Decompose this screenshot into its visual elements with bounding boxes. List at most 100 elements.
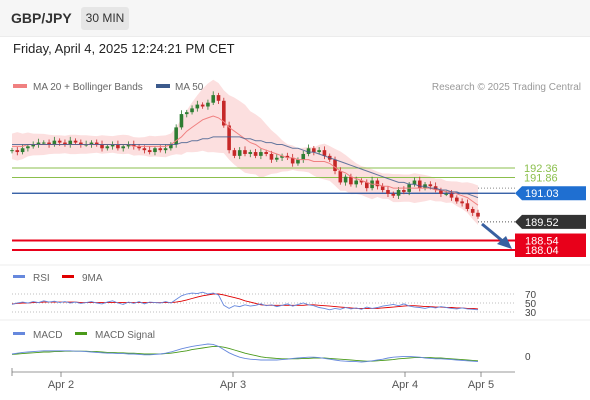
candle-body	[359, 180, 364, 183]
candle-body	[163, 148, 168, 151]
candle-body	[455, 197, 459, 202]
candle-body	[465, 203, 470, 209]
candle-body	[237, 150, 242, 156]
resistance-label-1: 192.36	[524, 163, 558, 175]
candle-body	[222, 100, 226, 126]
candle-body	[338, 171, 343, 183]
support-label-2: 188.04	[525, 245, 559, 257]
candle-body	[312, 148, 316, 153]
candle-body	[444, 193, 449, 195]
candle-body	[158, 148, 163, 151]
candle-body	[232, 150, 237, 156]
candle-body	[68, 140, 73, 145]
candle-body	[285, 155, 290, 158]
candle-body	[375, 180, 380, 187]
candle-body	[449, 193, 454, 198]
macd-panel: MACD MACD Signal 0	[11, 330, 531, 363]
candle-body	[391, 193, 396, 196]
candle-body	[131, 144, 136, 147]
candle-body	[26, 146, 30, 149]
timeframe-button[interactable]: 30 MIN	[81, 7, 129, 30]
rsi-line	[11, 291, 479, 311]
candle-body	[280, 155, 284, 158]
candle-body	[306, 148, 311, 154]
resistance-label-2: 191.86	[524, 172, 558, 184]
candle-body	[15, 150, 20, 153]
candle-body	[147, 150, 152, 153]
candle-body	[264, 152, 268, 154]
candle-body	[195, 104, 200, 109]
candle-body	[364, 182, 369, 189]
candle-body	[116, 144, 120, 149]
time-tick-label: Apr 2	[48, 379, 74, 391]
candle-body	[41, 142, 46, 144]
macd-signal-legend-swatch	[75, 332, 87, 335]
candle-body	[476, 212, 480, 217]
candle-body	[227, 125, 231, 151]
candle-body	[57, 140, 62, 143]
candle-body	[169, 144, 173, 149]
rsi-legend-label: RSI	[33, 273, 50, 284]
candle-body	[100, 144, 104, 149]
candle-body	[94, 142, 99, 145]
candle-body	[174, 127, 178, 145]
candle-body	[243, 150, 247, 154]
legend-swatch-ma50	[156, 84, 170, 88]
candle-body	[248, 152, 253, 154]
candle-body	[460, 201, 464, 204]
source-credit: Research © 2025 Trading Central	[432, 82, 581, 93]
macd-tick-0: 0	[525, 352, 531, 363]
candle-body	[20, 148, 25, 153]
candle-body	[253, 152, 258, 156]
candle-body	[439, 190, 443, 194]
candle-body	[110, 144, 115, 147]
rsi-tick-70: 70	[525, 290, 537, 301]
candle-body	[142, 148, 147, 151]
last-price-tag-bg	[515, 214, 586, 229]
rsi-ma-legend-label: 9MA	[82, 273, 103, 284]
candle-body	[190, 108, 194, 113]
time-tick-label: Apr 4	[392, 379, 418, 391]
time-tick-label: Apr 5	[468, 379, 494, 391]
macd-line	[11, 343, 479, 363]
candle-body	[31, 144, 35, 147]
candle-body	[211, 95, 216, 103]
macd-legend-label: MACD	[33, 330, 62, 341]
candle-body	[269, 153, 274, 160]
candle-body	[47, 142, 51, 145]
header-bar: GBP/JPY 30 MIN	[0, 0, 590, 37]
candle-body	[200, 104, 205, 107]
candle-body	[396, 190, 401, 196]
candle-body	[105, 146, 110, 149]
candle-body	[402, 190, 406, 192]
candle-body	[137, 146, 141, 149]
candle-body	[290, 157, 295, 164]
candle-body	[259, 152, 263, 156]
support-label-1: 188.54	[525, 236, 559, 248]
pivot-tag-label: 191.03	[525, 188, 559, 200]
candle-body	[274, 157, 279, 160]
rsi-tick-30: 30	[525, 308, 537, 319]
candle-body	[126, 144, 131, 147]
pivot-tag-bg	[515, 186, 586, 201]
candle-body	[301, 153, 306, 160]
last-price-tag-label: 189.52	[525, 217, 559, 229]
candle-body	[206, 102, 210, 107]
symbol-title: GBP/JPY	[11, 10, 72, 26]
candle-body	[296, 159, 300, 164]
rsi-tick-50: 50	[525, 299, 537, 310]
macd-signal-legend-label: MACD Signal	[95, 330, 155, 341]
rsi-ma-line	[11, 293, 479, 310]
candle-body	[184, 112, 189, 115]
candle-body	[333, 159, 337, 172]
candle-body	[380, 186, 385, 191]
macd-legend-swatch	[13, 332, 25, 335]
candle-body	[179, 114, 184, 128]
candle-body	[79, 142, 83, 145]
candle-body	[216, 95, 221, 101]
rsi-legend-swatch	[13, 275, 25, 278]
candle-body	[317, 150, 321, 153]
